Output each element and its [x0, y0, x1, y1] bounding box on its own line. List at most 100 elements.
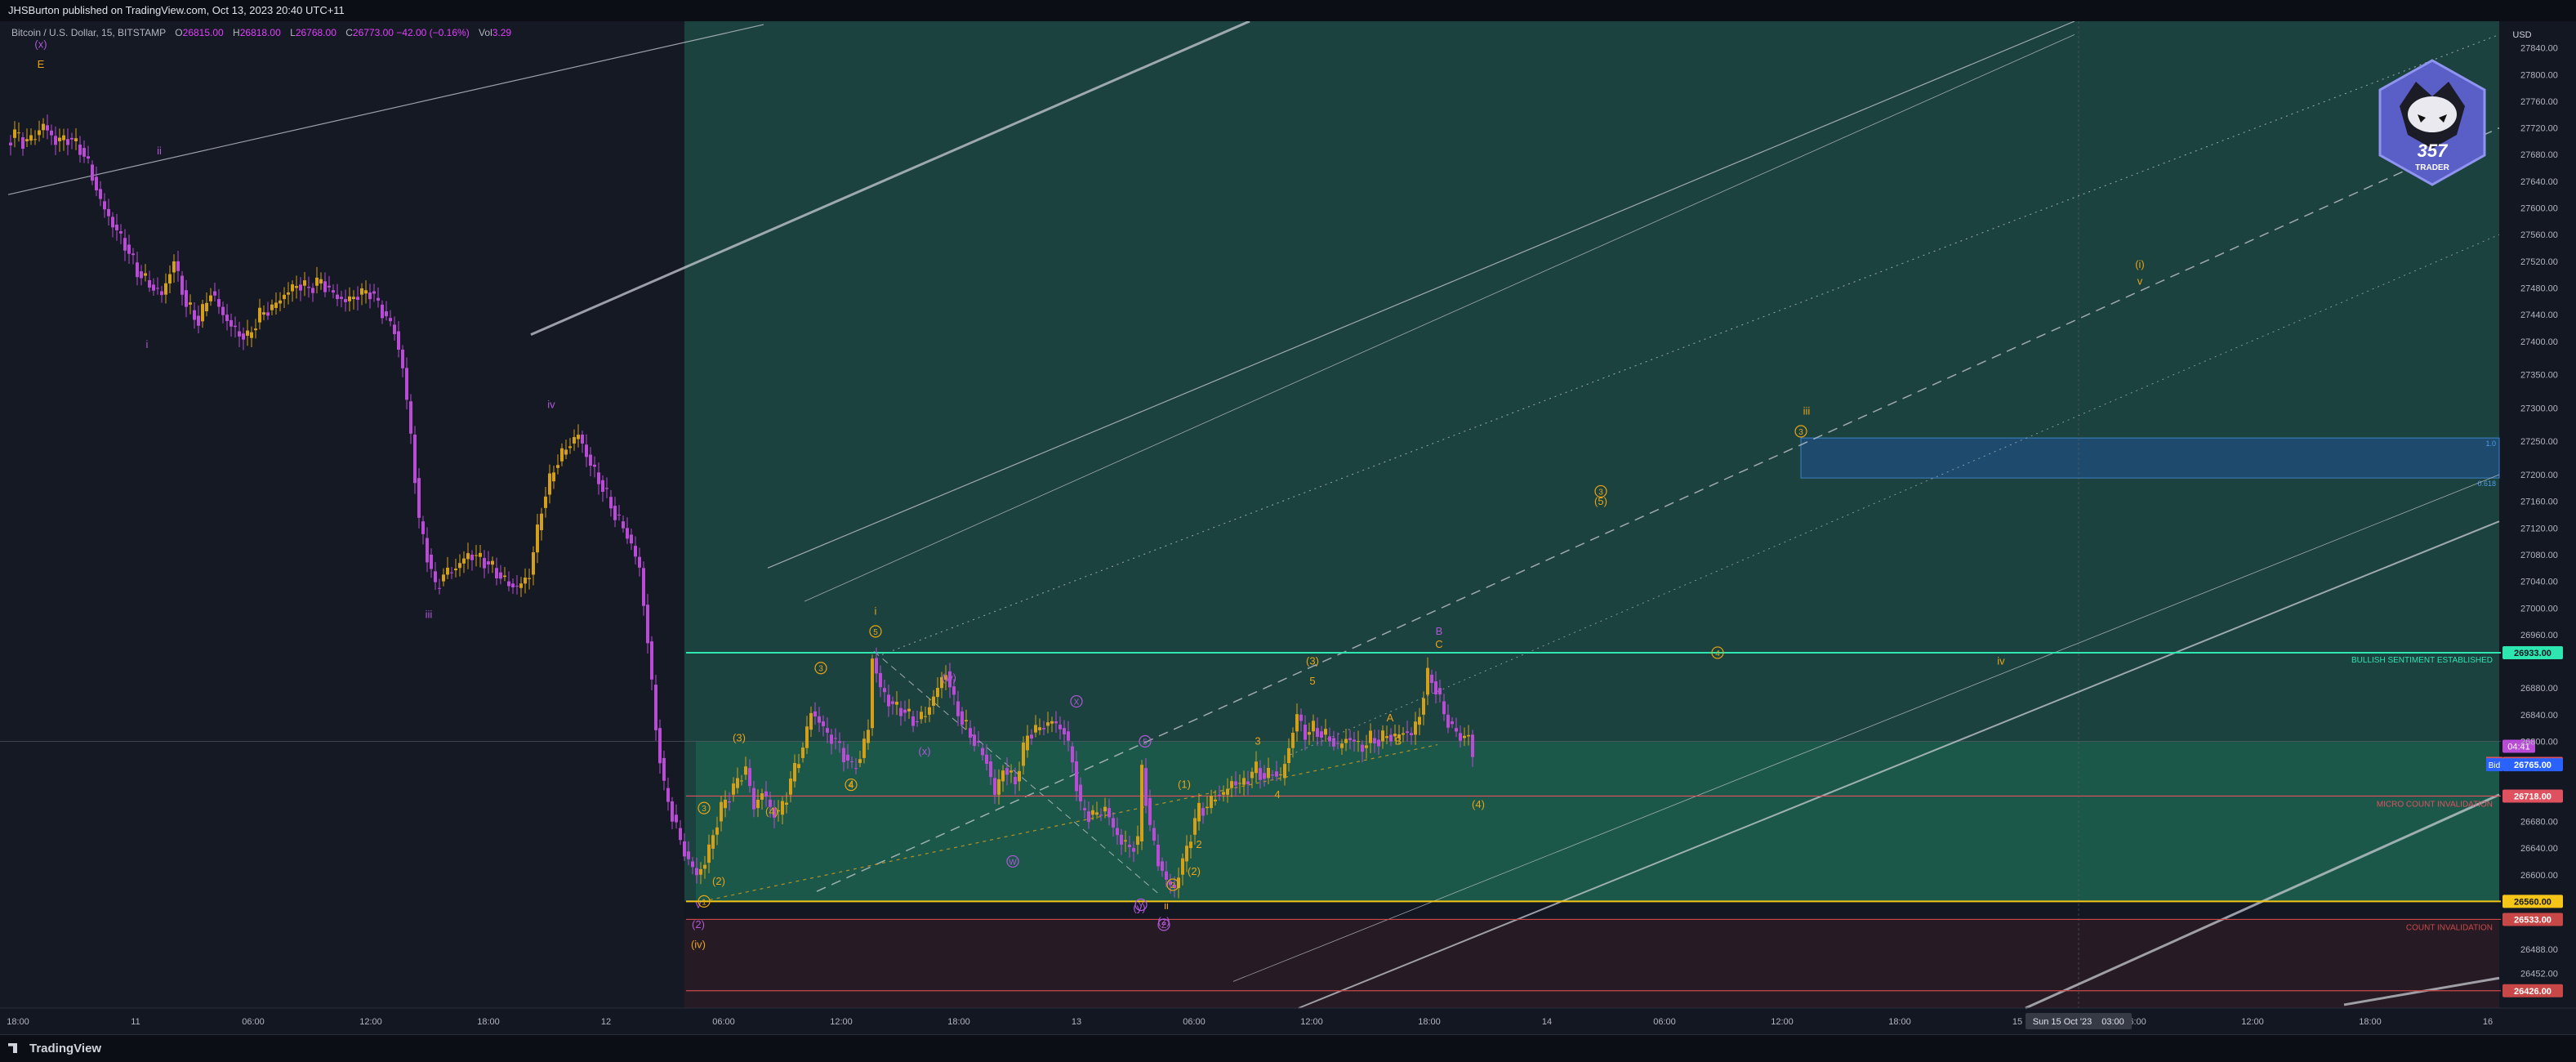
candle-body — [1304, 725, 1307, 740]
trend-line-0[interactable] — [7, 24, 764, 195]
wave-label[interactable]: i — [146, 338, 149, 350]
candle-body — [299, 284, 302, 291]
wave-label[interactable]: iv — [1997, 655, 2005, 667]
wave-circle[interactable] — [697, 895, 711, 908]
candle-body — [270, 304, 274, 310]
wave-label[interactable]: B — [1436, 625, 1443, 637]
wave-label[interactable]: 3 — [1255, 735, 1260, 747]
wave-label[interactable]: (2) — [712, 875, 725, 887]
high-label: H — [233, 27, 240, 38]
trend-line-5[interactable] — [816, 127, 2500, 892]
candle-body — [421, 521, 425, 534]
trend-line-3[interactable] — [804, 33, 2075, 602]
wave-label[interactable]: (x) — [918, 745, 930, 757]
wave-label[interactable]: ii — [1164, 899, 1169, 912]
candle-body — [279, 300, 282, 304]
tradingview-brand[interactable]: TradingView — [8, 1042, 101, 1055]
time-tick-label: 12:00 — [830, 1017, 853, 1027]
wave-circle[interactable] — [1070, 694, 1083, 708]
wave-label[interactable]: (1) — [1178, 779, 1191, 791]
wave-circle[interactable] — [1139, 734, 1152, 748]
candle-body — [605, 488, 608, 489]
price-tick-label: 27080.00 — [2520, 551, 2558, 560]
wave-label[interactable]: 4 — [848, 779, 853, 791]
wave-circle[interactable] — [1594, 484, 1607, 498]
candle-body — [1063, 728, 1066, 734]
wave-label[interactable]: (2) — [1188, 865, 1201, 877]
candle-body — [671, 801, 674, 822]
wave-label[interactable]: iii — [426, 609, 433, 621]
wave-label[interactable]: (2) — [692, 918, 705, 930]
candle-body — [601, 480, 604, 492]
candle-body — [111, 216, 114, 228]
wave-label[interactable]: (4) — [765, 805, 778, 817]
candle-body — [1165, 871, 1168, 880]
candle-body — [107, 208, 110, 216]
candle-body — [58, 137, 61, 141]
wave-circle[interactable] — [814, 662, 827, 675]
trend-line-8[interactable] — [873, 650, 1161, 895]
trend-line-7[interactable] — [1290, 234, 2500, 756]
level-annotation-5: COUNT INVALIDATION — [2406, 923, 2493, 932]
wave-circle[interactable] — [1794, 425, 1807, 438]
wave-label[interactable]: (w) — [942, 672, 956, 684]
wave-label[interactable]: (y) — [1133, 902, 1145, 914]
candle-body — [597, 472, 600, 484]
wave-label[interactable]: B — [1395, 735, 1402, 747]
candle-body — [511, 583, 515, 587]
wave-label[interactable]: (x) — [34, 38, 47, 51]
wave-circle[interactable] — [1711, 646, 1724, 659]
candle-body — [1377, 739, 1380, 747]
candle-body — [809, 712, 813, 730]
trend-line-6[interactable] — [702, 744, 1438, 902]
wave-circle[interactable] — [1006, 855, 1019, 868]
wave-circle[interactable] — [869, 625, 882, 638]
wave-label[interactable]: iv — [547, 398, 555, 410]
wave-circle[interactable] — [845, 778, 858, 792]
wave-circle[interactable] — [1134, 898, 1148, 912]
wave-label[interactable]: ii — [157, 145, 162, 157]
wave-label[interactable]: iii — [1803, 405, 1811, 417]
wave-label[interactable]: (4) — [1472, 798, 1485, 810]
wave-label[interactable]: (5) — [1594, 495, 1607, 507]
wave-label[interactable]: 2 — [1196, 838, 1201, 850]
candle-body — [234, 325, 237, 328]
trend-line-9[interactable] — [1232, 474, 2500, 982]
candle-body — [540, 513, 543, 531]
wave-label[interactable]: (3) — [1306, 655, 1319, 667]
price-tick-label: 26488.00 — [2520, 945, 2558, 955]
candle-body — [646, 605, 649, 644]
candle-body — [936, 688, 939, 698]
price-tick-label: 27200.00 — [2520, 471, 2558, 480]
wave-label[interactable]: (3) — [733, 732, 746, 744]
candle-body — [875, 658, 878, 674]
chart-frame[interactable]: 1.0 0.618 BULLISH SENTIMENT ESTABLISHED MI… — [0, 21, 2576, 1034]
candlestick-chart[interactable]: 1.0 0.618 BULLISH SENTIMENT ESTABLISHED MI… — [0, 21, 2576, 1034]
trend-line-10[interactable] — [1298, 520, 2500, 1009]
wave-label[interactable]: i — [875, 605, 877, 617]
candle-body — [274, 302, 278, 308]
wave-label[interactable]: (iv) — [691, 939, 706, 951]
wave-label[interactable]: (z) — [1157, 915, 1170, 927]
wave-label[interactable]: v — [696, 899, 702, 911]
trend-line-12[interactable] — [2343, 976, 2500, 1006]
trend-line-2[interactable] — [767, 21, 2075, 569]
wave-label[interactable]: v — [2137, 274, 2143, 287]
wave-label[interactable]: 5 — [1309, 675, 1315, 687]
wave-circle[interactable] — [1166, 878, 1179, 891]
wave-label[interactable]: A — [1387, 712, 1394, 724]
price-tick-label: 26960.00 — [2520, 631, 2558, 640]
price-tick-label: 26680.00 — [2520, 817, 2558, 827]
trend-line-1[interactable] — [530, 21, 1250, 336]
wave-label[interactable]: 4 — [1274, 788, 1280, 801]
wave-label[interactable]: (i) — [2135, 258, 2145, 270]
candle-body — [409, 401, 412, 434]
wave-circle[interactable] — [1157, 918, 1170, 931]
candle-body — [630, 534, 633, 544]
close-label: C — [345, 27, 353, 38]
wave-label[interactable]: E — [38, 58, 45, 70]
candle-body — [254, 328, 257, 331]
wave-circle[interactable] — [697, 801, 711, 814]
wave-label[interactable]: C — [1435, 638, 1442, 650]
candle-body — [82, 148, 86, 157]
